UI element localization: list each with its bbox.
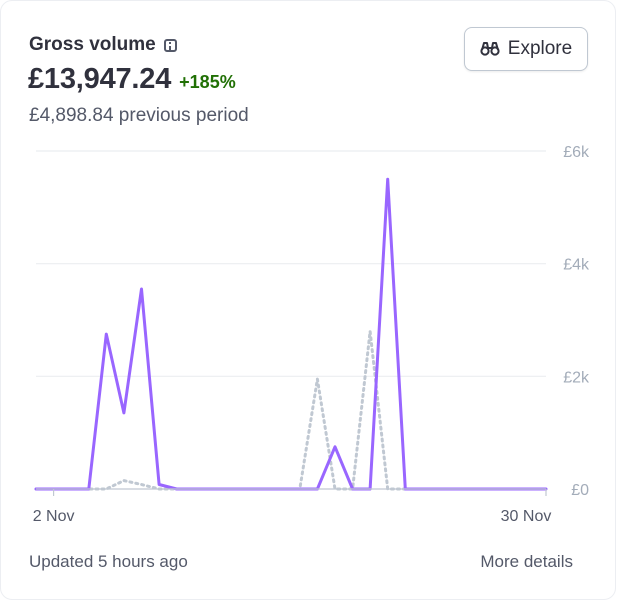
info-icon[interactable] bbox=[163, 38, 177, 52]
x-tick-label: 30 Nov bbox=[501, 508, 552, 525]
previous-period-value: £4,898.84 previous period bbox=[29, 105, 249, 126]
previous-period-line bbox=[34, 329, 548, 491]
binoculars-icon bbox=[480, 40, 500, 58]
more-details-link[interactable]: More details bbox=[480, 552, 573, 571]
explore-label: Explore bbox=[507, 38, 573, 59]
updated-text: Updated 5 hours ago bbox=[29, 552, 188, 571]
current-period-line bbox=[34, 177, 548, 491]
card-title: Gross volume bbox=[29, 34, 156, 55]
value-row: £13,947.24 +185% bbox=[28, 63, 236, 96]
explore-button[interactable]: Explore bbox=[464, 27, 588, 71]
y-tick-label: £4k bbox=[563, 257, 590, 274]
gross-volume-value: £13,947.24 bbox=[28, 63, 172, 95]
y-tick-label: £6k bbox=[563, 144, 590, 161]
title-row: Gross volume bbox=[29, 34, 177, 56]
x-tick-label: 2 Nov bbox=[33, 508, 75, 525]
change-badge: +185% bbox=[179, 72, 236, 92]
gross-volume-chart: £0 £2k £4k £6k 2 Nov 30 Nov bbox=[33, 144, 590, 525]
y-tick-label: £0 bbox=[571, 482, 589, 499]
y-tick-label: £2k bbox=[563, 369, 590, 386]
